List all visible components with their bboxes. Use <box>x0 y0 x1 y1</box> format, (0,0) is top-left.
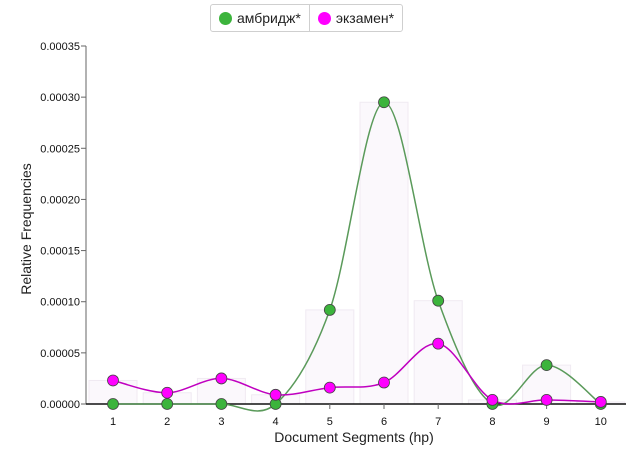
series-1-point[interactable] <box>161 398 174 410</box>
series-2-point[interactable] <box>540 394 553 406</box>
legend-label-series-2: экзамен* <box>335 10 395 26</box>
x-tick-label: 5 <box>327 416 333 428</box>
series-2-point[interactable] <box>594 396 607 408</box>
x-tick-label: 1 <box>110 416 116 428</box>
y-tick-label: 0.00000 <box>40 399 80 411</box>
y-tick-label: 0.00015 <box>40 246 80 258</box>
y-tick-label: 0.00010 <box>40 297 80 309</box>
series-2-point[interactable] <box>432 337 445 350</box>
legend-item-series-2[interactable]: экзамен* <box>308 5 402 31</box>
x-tick-label: 3 <box>218 416 224 428</box>
series-1-point[interactable] <box>540 359 553 372</box>
background-bar <box>359 101 409 405</box>
background-bars <box>88 101 626 405</box>
y-tick-label: 0.00020 <box>40 194 80 206</box>
series-1-point[interactable] <box>432 294 445 307</box>
background-bar <box>413 300 463 405</box>
x-tick-label: 6 <box>381 416 387 428</box>
axes: 0.00000 0.00005 0.00010 0.00015 0.00020 0.000… <box>40 41 626 428</box>
y-tick-label: 0.00030 <box>40 92 80 104</box>
series-2-point[interactable] <box>323 381 336 394</box>
series-2-point[interactable] <box>215 372 228 385</box>
legend-item-series-1[interactable]: амбридж* <box>211 5 309 31</box>
series-1-swatch-icon <box>219 11 232 25</box>
chart-legend: амбридж* экзамен* <box>210 4 404 32</box>
series-1-point[interactable] <box>378 96 390 109</box>
x-tick-label: 9 <box>544 416 550 428</box>
series-1-point[interactable] <box>215 398 228 410</box>
series-2-point[interactable] <box>269 388 282 401</box>
series-2-point[interactable] <box>161 386 174 399</box>
x-tick-label: 8 <box>489 416 495 428</box>
series-2-point[interactable] <box>486 394 499 406</box>
series-2-swatch-icon <box>317 11 331 25</box>
series-1-point[interactable] <box>107 398 119 410</box>
x-axis-title: Document Segments (hp) <box>274 429 434 445</box>
series-1-point[interactable] <box>323 303 336 316</box>
x-tick-label: 4 <box>273 416 279 428</box>
y-tick-label: 0.00025 <box>40 143 80 155</box>
legend-label-series-1: амбридж* <box>237 10 301 26</box>
series-2-point[interactable] <box>107 374 119 387</box>
series-2-line <box>112 342 601 405</box>
x-tick-label: 7 <box>435 416 441 428</box>
series-points <box>107 96 607 410</box>
x-tick-label: 2 <box>164 416 170 428</box>
y-tick-label: 0.00035 <box>40 41 80 53</box>
y-axis-title: Relative Frequencies <box>18 163 34 295</box>
series-2-point[interactable] <box>378 376 390 389</box>
x-tick-label: 10 <box>595 416 607 428</box>
y-tick-label: 0.00005 <box>40 348 80 360</box>
